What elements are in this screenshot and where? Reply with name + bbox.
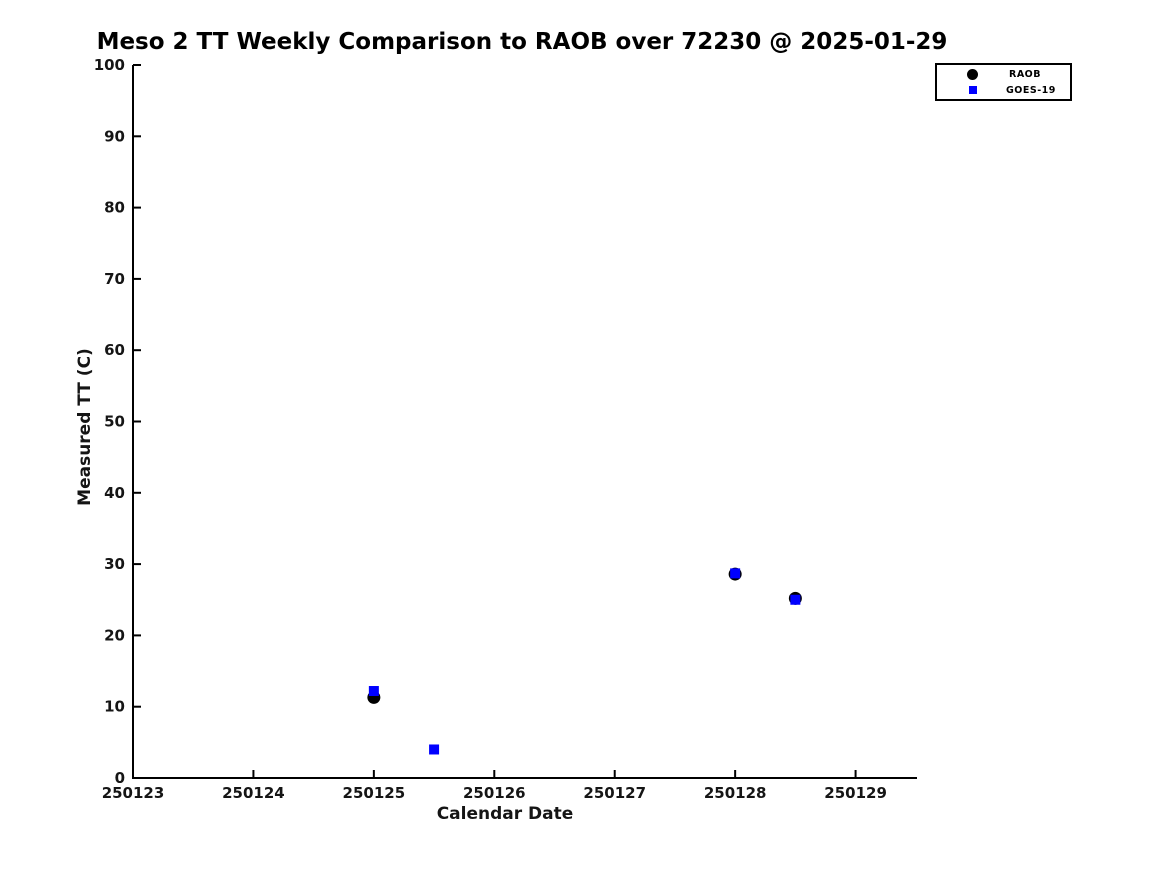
x-tick-label: 250126 — [463, 784, 526, 802]
legend-item-raob: RAOB — [937, 67, 1070, 81]
data-point-goes-19 — [368, 686, 379, 697]
y-tick-label: 100 — [94, 56, 125, 74]
y-tick-label: 80 — [104, 199, 125, 217]
legend-label-raob: RAOB — [1009, 68, 1041, 80]
y-tick-label: 70 — [104, 270, 125, 288]
goes-19-square-marker-icon — [969, 86, 977, 94]
x-axis-title: Calendar Date — [436, 804, 574, 824]
y-tick-label: 60 — [104, 341, 125, 359]
y-tick-label: 30 — [104, 555, 125, 573]
y-tick-label: 90 — [104, 127, 125, 145]
legend-item-goes-19: GOES-19 — [937, 83, 1070, 97]
x-tick-label: 250127 — [583, 784, 646, 802]
x-tick-label: 250128 — [704, 784, 767, 802]
x-tick-label: 250129 — [824, 784, 887, 802]
legend-label-goes-19: GOES-19 — [1006, 84, 1056, 96]
y-tick-label: 40 — [104, 484, 125, 502]
data-point-goes-19 — [730, 568, 741, 579]
data-point-goes-19 — [790, 594, 801, 605]
x-tick-label: 250125 — [343, 784, 406, 802]
chart-title: Meso 2 TT Weekly Comparison to RAOB over… — [96, 29, 948, 55]
y-tick-label: 50 — [104, 413, 125, 431]
raob-circle-marker-icon — [967, 68, 978, 80]
y-tick-label: 10 — [104, 698, 125, 716]
data-point-goes-19 — [429, 744, 440, 755]
x-tick-label: 250124 — [222, 784, 285, 802]
legend: RAOB GOES-19 — [935, 63, 1072, 101]
y-tick-label: 0 — [115, 769, 125, 787]
y-tick-label: 20 — [104, 626, 125, 644]
x-tick-label: 250123 — [102, 784, 165, 802]
